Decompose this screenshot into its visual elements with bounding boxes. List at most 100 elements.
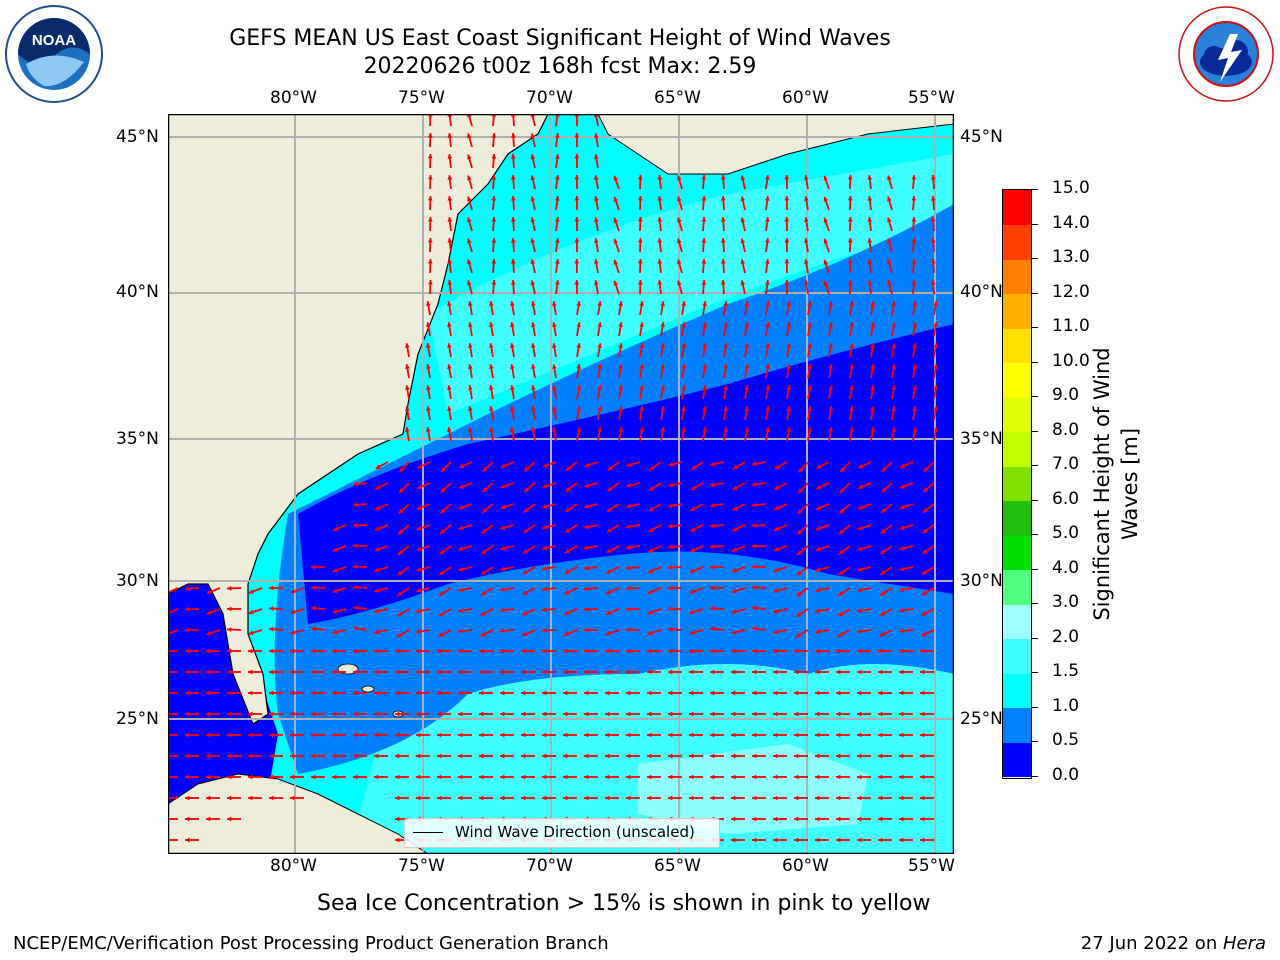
wind-arrow-head [920,795,925,801]
wind-arrow-head [248,711,253,717]
wind-arrow-head [332,588,338,594]
wind-arrow-head [731,795,736,801]
colorbar-tick-label: 0.5 [1052,730,1080,751]
wind-arrow-head [447,280,453,285]
wind-arrow-head [206,690,211,696]
wind-arrow-head [521,732,526,738]
wind-arrow-head [227,795,232,801]
wind-arrow-head [731,669,736,675]
wind-arrow-head [521,690,526,696]
wind-arrow-head [290,588,296,594]
wind-arrow-head [437,648,442,654]
wind-arrow-head [290,669,295,675]
wind-arrow-head [839,508,845,514]
wind-arrow-head [794,669,799,675]
noaa-logo: NOAA [4,4,104,104]
wind-arrow-head [660,427,665,432]
wind-arrow-head [427,133,433,138]
wind-arrow-head [489,364,494,369]
wind-arrow-head [849,301,854,306]
wind-arrow-head [395,711,400,717]
wind-arrow-head [867,196,873,201]
wind-arrow-head [752,774,757,780]
wind-arrow-head [458,566,464,572]
wind-arrow-head [786,322,791,327]
wind-arrow-head [912,301,917,306]
wind-arrow-head [689,795,694,801]
wind-arrow-head [439,570,445,575]
wind-arrow-head [467,259,472,265]
wind-arrow-head [606,569,612,574]
wind-arrow-head [576,406,581,411]
wind-arrow-head [500,753,505,759]
wind-arrow-head [510,196,516,201]
wind-arrow-head [878,774,883,780]
wind-arrow-head [374,690,379,696]
wind-arrow-head [594,196,599,201]
wind-arrow-head [849,343,854,348]
wind-arrow-head [458,587,463,593]
wind-arrow-head [605,753,610,759]
colorbar-tick [1032,258,1038,260]
wind-arrow-head [574,154,580,159]
wind-arrow-head [836,648,841,654]
wind-arrow-head [765,217,770,222]
wind-arrow-head [647,630,653,636]
wind-arrow-head [564,548,570,554]
wind-arrow-head [185,774,190,780]
wind-arrow-head [227,585,232,591]
wind-arrow-head [479,669,484,675]
wind-arrow-head [447,385,452,390]
wind-arrow-head [752,626,757,632]
colorbar-segment [1003,293,1031,329]
colorbar-tick [1032,430,1038,432]
wind-arrow-head [542,463,548,468]
wind-arrow-head [880,570,886,575]
wind-arrow-head [500,566,505,572]
wind-arrow-head [374,588,380,593]
wind-arrow-head [481,570,487,575]
wind-arrow-head [185,753,190,759]
wind-arrow-head [353,711,358,717]
wind-arrow-head [458,546,464,551]
wind-arrow-head [752,690,757,696]
wind-arrow-head [626,462,632,467]
wind-arrow-head [530,238,536,244]
lat-label-right: 40°N [960,282,1003,302]
wind-arrow-head [500,545,506,551]
wind-arrow-head [500,504,506,510]
wind-arrow-head [269,774,274,780]
wind-arrow-head [500,690,505,696]
wind-arrow-head [426,343,431,348]
wind-arrow-head [849,364,854,369]
wind-arrow-head [489,385,494,390]
wind-arrow-head [720,238,726,243]
wind-arrow-head [899,837,904,843]
wind-arrow-head [395,732,400,738]
wind-arrow-head [836,795,841,801]
wind-arrow-head [576,301,581,306]
wind-arrow-head [689,648,694,654]
wind-arrow-head [701,175,707,180]
wind-arrow-head [626,627,631,633]
wind-arrow-head [637,280,643,285]
wind-arrow-head [701,238,707,243]
wind-arrow-head [447,133,453,138]
colorbar-tick-label: 11.0 [1052,316,1090,337]
lon-label-bottom: 65°W [654,856,701,876]
wind-arrow-head [206,753,211,759]
wind-arrow-head [597,406,602,411]
wind-arrow-head [720,259,726,264]
colorbar-label: Significant Height of Wind Waves [m] [1088,347,1144,620]
wind-arrow-head [823,238,829,244]
wind-arrow-head [723,364,728,369]
wind-arrow-head [531,364,536,369]
colorbar-tick-label: 1.0 [1052,695,1080,716]
wind-arrow-head [248,774,253,780]
wind-arrow-head [920,669,925,675]
wind-arrow-head [584,524,590,530]
wind-arrow-head [584,774,589,780]
wind-arrow-head [489,322,494,327]
wind-arrow-head [816,484,822,490]
wind-arrow-head [531,301,536,306]
